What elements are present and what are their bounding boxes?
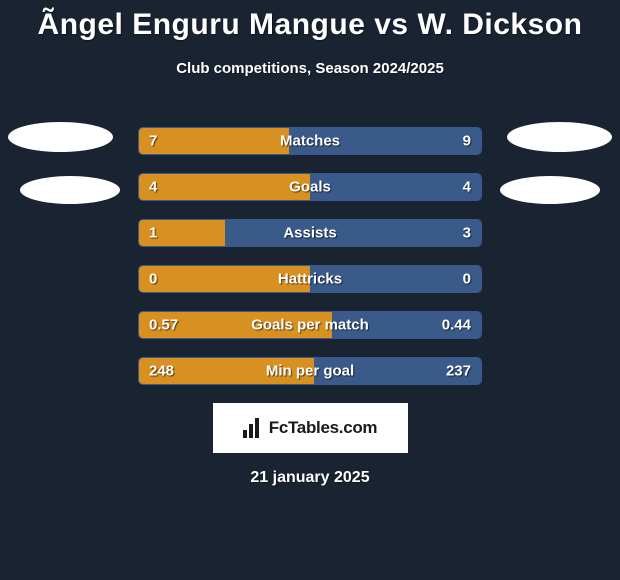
season-subtitle: Club competitions, Season 2024/2025 — [0, 60, 620, 77]
stat-value-right: 9 — [463, 133, 471, 150]
stat-row: Min per goal 248 237 — [138, 357, 482, 385]
stat-value-right: 3 — [463, 225, 471, 242]
player-right-oval-2 — [500, 176, 600, 204]
stat-value-right: 4 — [463, 179, 471, 196]
stat-fill-right — [310, 174, 481, 200]
stat-row: Goals 4 4 — [138, 173, 482, 201]
logo-text: FcTables.com — [269, 418, 378, 438]
bar-chart-icon — [243, 418, 265, 438]
player-left-oval-2 — [20, 176, 120, 204]
stat-value-right: 0.44 — [442, 317, 471, 334]
stat-value-left: 7 — [149, 133, 157, 150]
stat-label: Assists — [283, 225, 336, 242]
stat-label: Hattricks — [278, 271, 342, 288]
stat-row: Assists 1 3 — [138, 219, 482, 247]
stat-value-left: 4 — [149, 179, 157, 196]
stat-label: Goals per match — [251, 317, 369, 334]
stat-row: Goals per match 0.57 0.44 — [138, 311, 482, 339]
stat-row: Matches 7 9 — [138, 127, 482, 155]
stat-label: Min per goal — [266, 363, 354, 380]
stat-value-right: 0 — [463, 271, 471, 288]
player-left-oval-1 — [8, 122, 113, 152]
stat-row: Hattricks 0 0 — [138, 265, 482, 293]
fctables-logo: FcTables.com — [213, 403, 408, 453]
page-title: Ãngel Enguru Mangue vs W. Dickson — [0, 8, 620, 42]
stat-label: Matches — [280, 133, 340, 150]
player-right-oval-1 — [507, 122, 612, 152]
stat-fill-left — [139, 128, 289, 154]
stat-value-right: 237 — [446, 363, 471, 380]
stat-value-left: 248 — [149, 363, 174, 380]
stat-label: Goals — [289, 179, 331, 196]
stat-value-left: 0 — [149, 271, 157, 288]
stat-fill-left — [139, 174, 310, 200]
stat-fill-right — [225, 220, 482, 246]
date-label: 21 january 2025 — [0, 469, 620, 487]
stats-area: Matches 7 9 Goals 4 4 Assists 1 3 Hattricks 0 0 Goal… — [138, 127, 482, 385]
stat-value-left: 0.57 — [149, 317, 178, 334]
stat-value-left: 1 — [149, 225, 157, 242]
